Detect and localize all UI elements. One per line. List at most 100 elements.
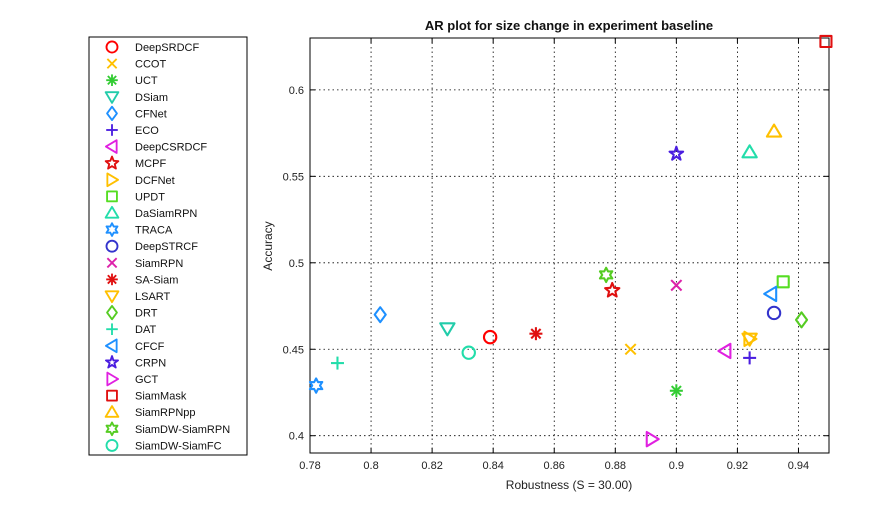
- legend-item-traca: TRACA: [105, 222, 173, 237]
- legend-marker-drt: [106, 305, 118, 321]
- legend-label: DAT: [135, 324, 156, 336]
- legend: DeepSRDCF CCOT UCT DSiam CFNet ECO DeepCSRDCF M…: [104, 40, 230, 452]
- legend-item-updt: UPDT: [106, 190, 165, 203]
- legend-marker-lsart: [104, 290, 120, 304]
- y-tick-label: 0.6: [289, 85, 304, 97]
- legend-label: UCT: [135, 75, 158, 87]
- legend-label: DeepSRDCF: [135, 42, 199, 54]
- legend-label: LSART: [135, 291, 171, 303]
- point-ccot: [624, 343, 637, 356]
- legend-marker-siamrpn: [106, 257, 118, 269]
- x-tick-label: 0.78: [299, 460, 320, 472]
- point-siammask: [819, 34, 833, 49]
- axis-ticks: 0.78 0.8 0.82 0.84 0.86 0.88 0.9 0.92 0.94 0.4 0.4…: [283, 38, 829, 472]
- legend-item-dasiamrpn: DaSiamRPN: [104, 205, 197, 220]
- legend-marker-dat: [106, 323, 118, 335]
- legend-label: DeepSTRCF: [135, 241, 198, 253]
- point-uct: [669, 384, 683, 398]
- legend-marker-deepcsrdcf: [104, 139, 118, 154]
- legend-item-siamdw-siamrpn: SiamDW-SiamRPN: [105, 421, 230, 437]
- legend-label: CFNet: [135, 108, 167, 120]
- legend-label: MCPF: [135, 158, 166, 170]
- legend-marker-deepsrdcf: [105, 40, 119, 54]
- legend-label: SA-Siam: [135, 274, 178, 286]
- x-tick-label: 0.86: [544, 460, 565, 472]
- legend-marker-dsiam: [104, 91, 120, 104]
- point-traca: [308, 377, 324, 394]
- legend-item-drt: DRT: [106, 305, 158, 321]
- legend-item-ccot: CCOT: [106, 58, 166, 71]
- legend-label: SiamRPN: [135, 258, 183, 270]
- legend-item-crpn: CRPN: [105, 355, 166, 369]
- legend-label: SiamDW-SiamFC: [135, 440, 222, 452]
- legend-marker-siamrpnpp: [104, 405, 120, 418]
- point-cfnet: [373, 306, 387, 324]
- x-tick-label: 0.94: [788, 460, 809, 472]
- point-deepstrcf: [766, 305, 782, 321]
- legend-marker-siamdw-siamfc: [105, 438, 119, 452]
- x-tick-label: 0.84: [482, 460, 503, 472]
- legend-marker-gct: [106, 371, 120, 387]
- legend-item-lsart: LSART: [104, 290, 171, 304]
- point-siamdw-siamfc: [461, 345, 476, 360]
- legend-item-mcpf: MCPF: [104, 155, 166, 170]
- legend-item-sa-siam: SA-Siam: [106, 273, 178, 286]
- legend-label: DaSiamRPN: [135, 208, 197, 220]
- x-tick-label: 0.88: [605, 460, 626, 472]
- legend-label: UPDT: [135, 191, 165, 203]
- grid-lines: [310, 38, 829, 453]
- plot-area: [309, 37, 830, 454]
- point-mcpf: [604, 281, 621, 298]
- point-updt: [776, 275, 790, 289]
- legend-item-siamrpnpp: SiamRPNpp: [104, 405, 196, 419]
- legend-item-siamrpn: SiamRPN: [106, 257, 183, 270]
- legend-item-dsiam: DSiam: [104, 91, 168, 104]
- legend-item-cfnet: CFNet: [106, 105, 167, 121]
- legend-marker-siamdw-siamrpn: [105, 421, 119, 437]
- legend-label: GCT: [135, 374, 159, 386]
- legend-label: CCOT: [135, 59, 166, 71]
- point-dsiam: [439, 322, 456, 337]
- legend-marker-updt: [106, 190, 118, 203]
- legend-item-cfcf: CFCF: [104, 338, 165, 354]
- legend-item-gct: GCT: [106, 371, 159, 387]
- legend-marker-deepstrcf: [105, 239, 119, 253]
- data-markers: [308, 34, 833, 448]
- legend-marker-dasiamrpn: [104, 205, 120, 219]
- legend-item-eco: ECO: [106, 124, 159, 137]
- legend-marker-dcfnet: [106, 172, 120, 188]
- chart-title: AR plot for size change in experiment ba…: [425, 18, 713, 33]
- point-deepsrdcf: [482, 329, 498, 345]
- x-tick-label: 0.8: [363, 460, 378, 472]
- point-sa-siam: [529, 327, 543, 341]
- point-eco: [743, 351, 757, 365]
- legend-label: SiamDW-SiamRPN: [135, 424, 230, 436]
- point-drt: [794, 311, 809, 329]
- y-axis-label: Accuracy: [261, 221, 275, 270]
- x-tick-label: 0.92: [727, 460, 748, 472]
- legend-label: TRACA: [135, 225, 173, 237]
- x-tick-label: 0.82: [421, 460, 442, 472]
- point-lsart: [741, 332, 758, 347]
- legend-marker-siammask: [106, 389, 118, 402]
- legend-box: [88, 36, 248, 456]
- point-crpn: [668, 145, 685, 161]
- point-siamrpn: [670, 279, 683, 292]
- legend-item-uct: UCT: [106, 74, 158, 87]
- legend-label: DeepCSRDCF: [135, 142, 207, 154]
- legend-item-dcfnet: DCFNet: [106, 172, 175, 188]
- legend-marker-eco: [106, 124, 118, 136]
- point-gct: [645, 430, 660, 448]
- legend-item-deepcsrdcf: DeepCSRDCF: [104, 139, 207, 154]
- legend-marker-sa-siam: [106, 273, 118, 286]
- legend-label: SiamRPNpp: [135, 407, 196, 419]
- legend-marker-mcpf: [104, 155, 120, 170]
- legend-marker-cfnet: [106, 105, 118, 121]
- x-axis-label: Robustness (S = 30.00): [506, 478, 632, 492]
- legend-label: CRPN: [135, 357, 166, 369]
- point-dasiamrpn: [741, 144, 758, 159]
- y-tick-label: 0.55: [283, 171, 304, 183]
- point-cfcf: [763, 285, 778, 303]
- legend-item-dat: DAT: [106, 323, 156, 336]
